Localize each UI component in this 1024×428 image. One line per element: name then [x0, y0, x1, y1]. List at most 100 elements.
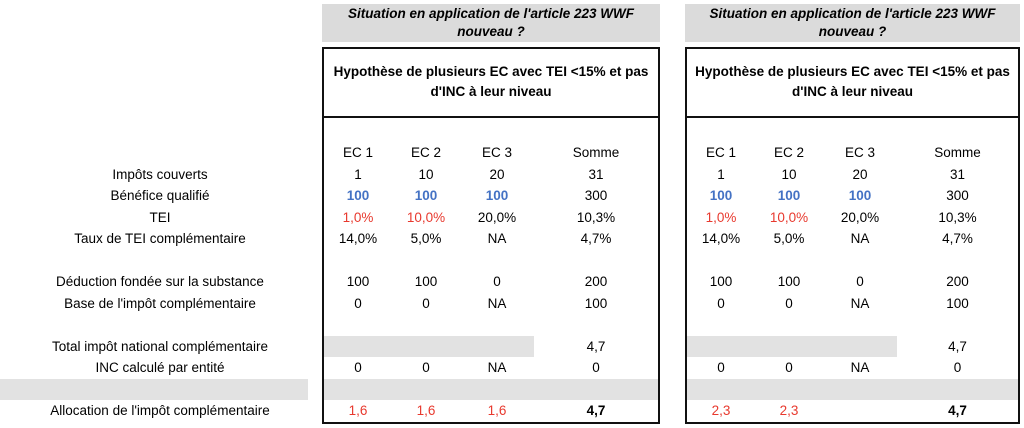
- value-cell: 100: [414, 188, 438, 203]
- value-cell: 100: [777, 188, 801, 203]
- value-cell: 4,7: [586, 338, 606, 354]
- table-row: 1,0% 10,0% 20,0% 10,3%: [687, 207, 1018, 229]
- value-cell: 100: [584, 295, 608, 311]
- value-cell: 100: [414, 274, 438, 289]
- value-cell: 31: [949, 166, 966, 182]
- value-cell: 0: [592, 360, 600, 375]
- row-label: TEI: [149, 209, 171, 225]
- value-cell: 0: [354, 360, 362, 375]
- value-cell: 0: [717, 295, 725, 311]
- table-left: Situation en application de l'article 22…: [322, 4, 660, 424]
- value-cell: 0: [856, 274, 864, 289]
- table-row: 4,7: [687, 335, 1018, 357]
- hypothesis-header: Hypothèse de plusieurs EC avec TEI <15% …: [687, 49, 1018, 118]
- value-cell: 4,7%: [580, 231, 612, 246]
- value-cell: 14,0%: [338, 231, 378, 246]
- value-cell: 0: [953, 360, 962, 375]
- value-cell: NA: [850, 360, 870, 375]
- table-row: 1 10 20 31: [687, 164, 1018, 186]
- value-cell: 200: [584, 274, 608, 289]
- value-cell: 0: [354, 295, 362, 311]
- column-header-row: EC 1 EC 2 EC 3 Somme: [324, 142, 658, 164]
- value-cell: 14,0%: [701, 231, 741, 246]
- column-header-cell: Somme: [572, 145, 620, 160]
- value-cell: 0: [493, 274, 501, 289]
- value-cell: 100: [485, 188, 509, 203]
- row-label: [0, 314, 320, 336]
- column-header-cell: EC 3: [844, 145, 875, 160]
- value-cell: 20,0%: [477, 209, 517, 225]
- table-body: EC 1 EC 2 EC 3 Somme 1 10 20 31 100 100 100 300 1,0%…: [324, 118, 658, 422]
- value-cell: [823, 400, 897, 422]
- value-cell: 100: [709, 274, 733, 289]
- row-label: Bénéfice qualifié: [110, 188, 210, 203]
- value-cell: 1,6: [487, 403, 507, 418]
- table-row: 14,0% 5,0% NA 4,7%: [324, 228, 658, 250]
- value-cell: 1,0%: [705, 209, 737, 225]
- value-cell: [687, 335, 755, 357]
- value-cell: [460, 335, 534, 357]
- value-cell: 100: [848, 188, 872, 203]
- table-row: [324, 314, 658, 336]
- value-cell: 4,7%: [942, 231, 973, 246]
- value-cell: 0: [717, 360, 725, 375]
- value-cell: 0: [785, 295, 793, 311]
- value-cell: [823, 335, 897, 357]
- gray-band-row: [687, 378, 1018, 400]
- value-cell: 100: [346, 274, 370, 289]
- value-cell: 0: [422, 295, 430, 311]
- row-label: Taux de TEI complémentaire: [74, 231, 246, 246]
- table-body: EC 1 EC 2 EC 3 Somme 1 10 20 31 100 100 100 300 1,0%…: [687, 118, 1018, 422]
- table-row: 100 100 100 300: [324, 185, 658, 207]
- row-label: INC calculé par entité: [95, 360, 225, 375]
- value-cell: [755, 335, 823, 357]
- row-label: Allocation de l'impôt complémentaire: [50, 403, 270, 418]
- column-header-cell: EC 3: [481, 145, 512, 160]
- value-cell: 2,3: [779, 403, 799, 418]
- label-gray-band: [0, 378, 308, 400]
- value-cell: 300: [946, 188, 969, 203]
- column-header-cell: EC 1: [342, 145, 373, 160]
- gray-band-row: [324, 378, 658, 400]
- row-label: Déduction fondée sur la substance: [56, 274, 264, 289]
- value-cell: 5,0%: [410, 231, 442, 246]
- value-cell: NA: [850, 231, 870, 246]
- value-cell: 4,7: [948, 338, 967, 354]
- table-row: [687, 314, 1018, 336]
- value-cell: 100: [346, 188, 370, 203]
- value-cell: 200: [946, 274, 969, 289]
- table-row: 100 100 0 200: [324, 271, 658, 293]
- value-cell: 1,6: [348, 403, 368, 418]
- value-cell: NA: [487, 295, 507, 311]
- row-labels-column: Impôts couverts Bénéfice qualifié TEI Taux …: [0, 142, 320, 422]
- value-cell: 10,3%: [576, 209, 616, 225]
- table-row: 0 0 NA 0: [687, 357, 1018, 379]
- value-cell: 20: [489, 166, 505, 182]
- table-right: Situation en application de l'article 22…: [685, 4, 1020, 424]
- value-cell: [324, 335, 392, 357]
- value-cell: 10,0%: [406, 209, 446, 225]
- table-row: 100 100 100 300: [687, 185, 1018, 207]
- table-row: 0 0 NA 100: [324, 293, 658, 315]
- value-cell: 0: [422, 360, 430, 375]
- table-row: 100 100 0 200: [687, 271, 1018, 293]
- value-cell: 31: [588, 166, 604, 182]
- table-box: Hypothèse de plusieurs EC avec TEI <15% …: [322, 47, 660, 424]
- value-cell: 100: [946, 295, 969, 311]
- table-row: 0 0 NA 100: [687, 293, 1018, 315]
- value-cell: NA: [850, 295, 870, 311]
- value-cell: 10,0%: [769, 209, 809, 225]
- value-cell: 1: [354, 166, 362, 182]
- column-header-cell: EC 2: [773, 145, 804, 160]
- row-label: Impôts couverts: [112, 166, 208, 182]
- row-label: Total impôt national complémentaire: [51, 338, 269, 354]
- value-cell: 0: [785, 360, 793, 375]
- value-cell: 1: [717, 166, 725, 182]
- column-header-cell: Somme: [934, 145, 981, 160]
- table-row: 0 0 NA 0: [324, 357, 658, 379]
- value-cell: 20: [852, 166, 868, 182]
- value-cell: 4,7: [948, 403, 967, 418]
- table-row: 14,0% 5,0% NA 4,7%: [687, 228, 1018, 250]
- table-row: 1,0% 10,0% 20,0% 10,3%: [324, 207, 658, 229]
